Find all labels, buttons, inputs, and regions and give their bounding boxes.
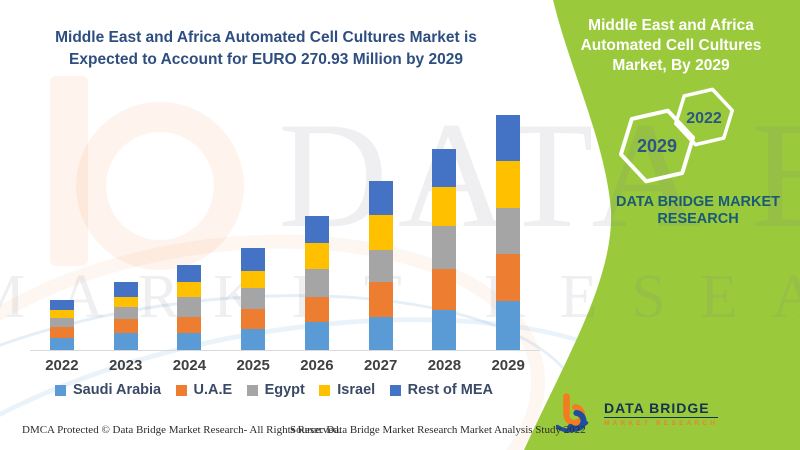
bar-2027 [368,181,393,350]
x-tick-2028: 2028 [427,357,462,374]
bar-2022 [49,300,74,350]
bar-segment-2023-u-a-e [113,319,138,333]
bar-segment-2027-israel [368,215,393,250]
x-tick-2027: 2027 [363,357,398,374]
bar-segment-2026-u-a-e [304,297,329,322]
year-hexagons: 2022 2029 [618,87,735,184]
bar-segment-2027-egypt [368,250,393,282]
legend-swatch [389,384,401,396]
bar-segment-2022-israel [49,310,74,318]
bar-segment-2025-israel [241,271,266,288]
legend-swatch [55,384,66,396]
hexagon-2029 [618,108,696,184]
company-logo: DATA BRIDGE MARKET RESEARCH [556,392,719,434]
data-bridge-logo-icon [556,393,589,433]
bar-segment-2025-u-a-e [241,309,266,329]
bar-segment-2024-rest-of-mea [177,265,202,282]
bar-segment-2024-israel [177,282,202,297]
bar-segment-2026-rest-of-mea [304,216,329,243]
brand-wordmark-line1: DATA BRIDGE MARKET [615,194,781,210]
bar-segment-2025-rest-of-mea [241,248,266,271]
bar-segment-2025-saudi-arabia [241,329,266,350]
bar-2026 [304,216,329,350]
bar-segment-2026-israel [304,243,329,269]
legend-swatch [175,384,187,396]
legend-item-u-a-e: U.A.E [175,382,233,398]
legend-label: Egypt [264,382,305,398]
x-tick-2023: 2023 [108,357,143,374]
side-panel-title-line1: Middle East and Africa [588,17,754,34]
stacked-bar-chart: 2022 2023 2024 2025 2026 2027 2028 2029 [30,110,540,374]
bar-segment-2026-saudi-arabia [304,322,329,350]
bar-segment-2028-u-a-e [432,269,457,310]
brand-wordmark-line2: RESEARCH [657,211,739,227]
bar-segment-2022-rest-of-mea [49,300,74,310]
bar-2023 [113,282,138,350]
hexagon-2029-label: 2029 [637,136,677,156]
hexagon-2022 [673,87,735,147]
bar-segment-2029-rest-of-mea [496,115,521,161]
bar-segment-2028-rest-of-mea [432,149,457,187]
x-tick-2025: 2025 [236,357,270,374]
bar-segment-2028-saudi-arabia [432,310,457,350]
source-note: Source: Data Bridge Market Research Mark… [290,424,586,436]
bar-segment-2022-u-a-e [49,327,74,338]
x-tick-2026: 2026 [300,357,334,374]
side-panel-title: Middle East and Africa Automated Cell Cu… [556,16,786,76]
bar-segment-2022-egypt [49,318,74,327]
x-axis-labels: 2022 2023 2024 2025 2026 2027 2028 2029 [30,357,540,374]
bar-segment-2025-egypt [241,288,266,309]
legend-item-saudi-arabia: Saudi Arabia [55,382,161,398]
legend-item-egypt: Egypt [246,382,305,398]
bar-segment-2027-rest-of-mea [368,181,393,215]
page-title-line2: Expected to Account for EURO 270.93 Mill… [69,51,463,68]
bar-segment-2029-saudi-arabia [496,301,521,350]
legend-swatch [319,384,331,396]
chart-legend: Saudi Arabia U.A.E Egypt Israel Rest of MEA [55,382,493,398]
legend-swatch [246,384,258,396]
bar-segment-2023-saudi-arabia [113,333,138,350]
bar-segment-2023-rest-of-mea [113,282,138,297]
logo-subtitle: MARKET RESEARCH [604,419,719,427]
bars-area [30,110,540,350]
bar-segment-2024-u-a-e [177,317,202,333]
bar-segment-2023-egypt [113,307,138,319]
legend-label: Saudi Arabia [73,382,162,398]
side-panel-title-line3: Market, By 2029 [612,57,730,74]
bar-segment-2029-israel [496,161,521,208]
dmca-notice: DMCA Protected © Data Bridge Market Rese… [22,424,342,436]
legend-item-rest-of-mea: Rest of MEA [389,382,493,398]
brand-wordmark: DATA BRIDGE MARKET RESEARCH [600,194,796,228]
bar-segment-2022-saudi-arabia [49,338,74,350]
bar-segment-2027-u-a-e [368,282,393,317]
bar-2024 [177,265,202,350]
bar-segment-2027-saudi-arabia [368,317,393,350]
bar-segment-2029-u-a-e [496,254,521,301]
side-panel-title-line2: Automated Cell Cultures [580,37,762,54]
bar-segment-2024-saudi-arabia [177,333,202,350]
logo-words: DATA BRIDGE MARKET RESEARCH [604,400,719,427]
x-tick-2022: 2022 [45,357,79,374]
bar-segment-2028-egypt [432,226,457,269]
hexagon-2022-label: 2022 [686,110,722,127]
bar-segment-2026-egypt [304,269,329,297]
x-tick-2024: 2024 [172,357,207,374]
bar-segment-2023-israel [113,297,138,307]
bar-2028 [432,149,457,350]
bar-2029 [496,115,521,350]
legend-label: Israel [337,382,376,398]
bar-segment-2024-egypt [177,297,202,317]
bar-segment-2028-israel [432,187,457,226]
legend-item-israel: Israel [319,382,375,398]
page-title: Middle East and Africa Automated Cell Cu… [30,27,502,71]
x-axis-line [30,350,540,351]
bar-segment-2029-egypt [496,208,521,254]
page-title-line1: Middle East and Africa Automated Cell Cu… [55,29,477,46]
legend-label: Rest of MEA [407,382,493,398]
legend-label: U.A.E [193,382,233,398]
x-tick-2029: 2029 [491,357,525,374]
bar-2025 [241,248,266,350]
logo-name: DATA BRIDGE [604,400,719,418]
